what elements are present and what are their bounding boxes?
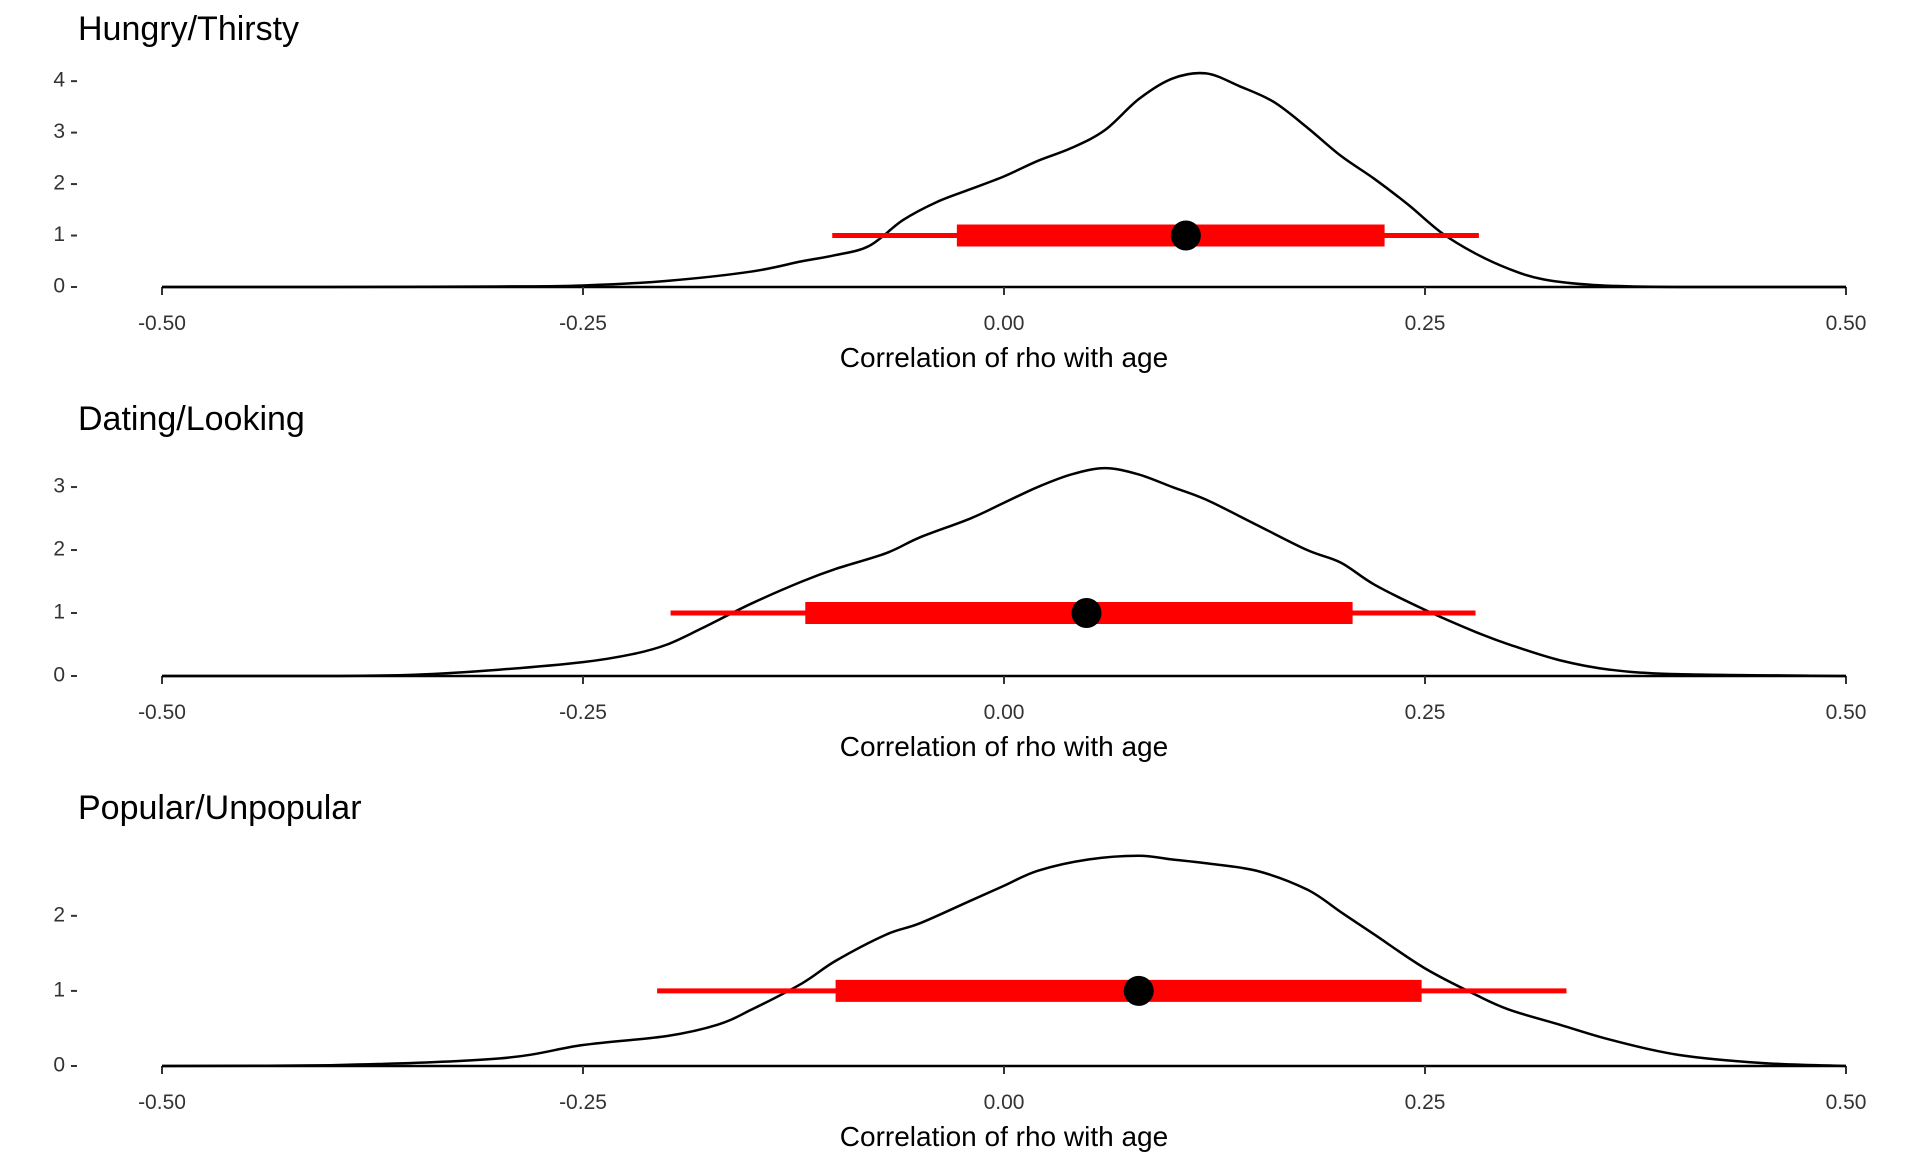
panel-title: Dating/Looking: [78, 400, 305, 438]
y-tick-label: 4: [53, 69, 65, 92]
y-tick-label: 1: [53, 601, 65, 624]
panel-2: Dating/Looking 0 1 2 3 -0.50 -0.25 0.00 0.25 0.50…: [53, 400, 1866, 762]
panel-title: Popular/Unpopular: [78, 789, 362, 827]
density-curve: [162, 71, 1846, 289]
x-tick-label: -0.50: [138, 1091, 186, 1114]
x-tick-label: 0.00: [984, 312, 1025, 335]
density-curve: [161, 854, 1847, 1068]
x-tick-label: 0.50: [1826, 701, 1867, 724]
y-tick-label: 2: [53, 538, 65, 561]
y-tick-label: 2: [53, 903, 65, 926]
x-axis-title: Correlation of rho with age: [840, 342, 1168, 373]
x-tick-label: 0.50: [1826, 312, 1867, 335]
panel-1: Hungry/Thirsty 0 1 2 3 4 -0.50 -0.25 0.00 0.25 0.5…: [53, 10, 1866, 373]
y-tick-label: 0: [53, 664, 65, 687]
x-tick-label: 0.00: [984, 1091, 1025, 1114]
x-tick-label: -0.25: [559, 312, 607, 335]
x-tick-label: 0.25: [1405, 312, 1446, 335]
x-axis-title: Correlation of rho with age: [840, 731, 1168, 762]
panel-title: Hungry/Thirsty: [78, 10, 299, 48]
x-tick-label: 0.00: [984, 701, 1025, 724]
y-tick-label: 1: [53, 223, 65, 246]
y-tick-label: 1: [53, 978, 65, 1001]
panel-3: Popular/Unpopular 0 1 2 -0.50 -0.25 0.00 0.25 0.…: [53, 789, 1866, 1152]
y-tick-label: 2: [53, 172, 65, 195]
x-tick-label: -0.50: [138, 701, 186, 724]
y-tick-label: 3: [53, 475, 65, 498]
x-tick-label: 0.25: [1405, 701, 1446, 724]
x-tick-label: -0.25: [559, 701, 607, 724]
y-tick-label: 3: [53, 120, 65, 143]
density-curve: [161, 466, 1847, 678]
point-estimate: [1071, 598, 1102, 629]
x-tick-label: 0.50: [1826, 1091, 1867, 1114]
point-estimate: [1170, 220, 1201, 251]
x-tick-label: -0.50: [138, 312, 186, 335]
x-tick-label: 0.25: [1405, 1091, 1446, 1114]
y-tick-label: 0: [53, 1054, 65, 1077]
point-estimate: [1123, 975, 1154, 1006]
y-tick-label: 0: [53, 275, 65, 298]
x-axis-title: Correlation of rho with age: [840, 1121, 1168, 1152]
x-tick-label: -0.25: [559, 1091, 607, 1114]
